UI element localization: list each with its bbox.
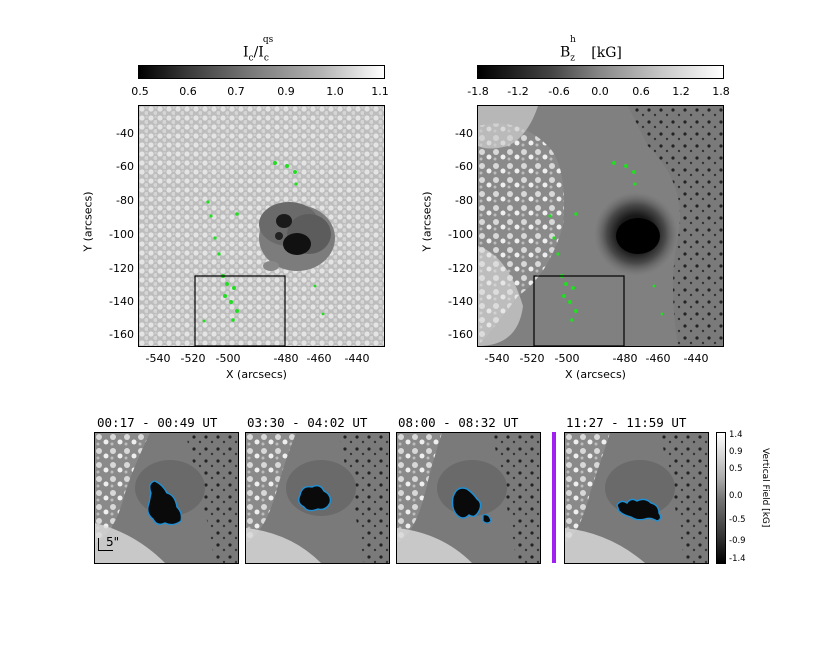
x-axis-label: X (arcsecs) <box>226 368 287 381</box>
cbar-tick: -1.2 <box>507 85 529 98</box>
cbar-tick: 0.7 <box>227 85 245 98</box>
y-tick: -120 <box>448 262 473 275</box>
vertical-field-panel-1 <box>94 432 239 564</box>
x-tick: -500 <box>215 352 241 365</box>
y-tick: -80 <box>116 194 134 207</box>
panel-title: 03:30 - 04:02 UT <box>247 415 368 430</box>
intensity-map <box>138 105 385 347</box>
cbar-tick: 1.2 <box>672 85 690 98</box>
vertical-field-panel-3 <box>396 432 541 564</box>
vbar-tick: 1.4 <box>729 430 743 440</box>
vbar-tick: -1.4 <box>729 554 746 564</box>
cbar-tick: 0.6 <box>632 85 650 98</box>
panel-title: 08:00 - 08:32 UT <box>398 415 519 430</box>
x-tick: -460 <box>645 352 671 365</box>
vertical-field-colorbar-label: Vertical Field [kG] <box>760 448 770 528</box>
cbar-tick: 0.9 <box>277 85 295 98</box>
y-tick: -40 <box>455 127 473 140</box>
cbar-tick: 1.0 <box>326 85 344 98</box>
y-tick: -160 <box>448 328 473 341</box>
x-tick: -460 <box>306 352 332 365</box>
x-tick: -520 <box>519 352 545 365</box>
vertical-field-panel-2 <box>245 432 390 564</box>
x-tick: -500 <box>554 352 580 365</box>
vbar-tick: 0.5 <box>729 464 743 474</box>
cbar-tick: 0.5 <box>131 85 149 98</box>
scale-bar <box>98 538 113 551</box>
y-axis-label: Y (arcsecs) <box>420 191 434 252</box>
x-tick: -440 <box>344 352 370 365</box>
intensity-colorbar <box>138 65 385 79</box>
x-tick: -540 <box>145 352 171 365</box>
y-tick: -140 <box>448 295 473 308</box>
x-axis-label: X (arcsecs) <box>565 368 626 381</box>
cbar-tick: -1.8 <box>467 85 489 98</box>
x-tick: -540 <box>484 352 510 365</box>
x-tick: -480 <box>612 352 638 365</box>
bz-map <box>477 105 724 347</box>
bz-colorbar-title: Bzh [kG] <box>560 35 622 64</box>
y-tick: -100 <box>448 228 473 241</box>
y-axis-label: Y (arcsecs) <box>81 191 95 252</box>
y-tick: -60 <box>116 160 134 173</box>
cbar-tick: 1.8 <box>712 85 730 98</box>
y-tick: -40 <box>116 127 134 140</box>
intensity-colorbar-title: Ic/Icqs <box>243 35 274 64</box>
panel-title: 00:17 - 00:49 UT <box>97 415 218 430</box>
time-separator <box>552 432 556 563</box>
y-tick: -60 <box>455 160 473 173</box>
x-tick: -520 <box>180 352 206 365</box>
x-tick: -480 <box>273 352 299 365</box>
y-tick: -160 <box>109 328 134 341</box>
vertical-field-panel-4 <box>564 432 709 564</box>
y-tick: -140 <box>109 295 134 308</box>
y-tick: -100 <box>109 228 134 241</box>
bz-colorbar <box>477 65 724 79</box>
y-tick: -80 <box>455 194 473 207</box>
cbar-tick: 1.1 <box>371 85 389 98</box>
cbar-tick: 0.6 <box>179 85 197 98</box>
vertical-field-colorbar <box>716 432 726 564</box>
vbar-tick: -0.9 <box>729 536 746 546</box>
cbar-tick: -0.6 <box>548 85 570 98</box>
x-tick: -440 <box>683 352 709 365</box>
scale-bar-label: 5" <box>106 535 120 549</box>
cbar-tick: 0.0 <box>591 85 609 98</box>
vbar-tick: 0.0 <box>729 491 743 501</box>
vbar-tick: 0.9 <box>729 447 743 457</box>
y-tick: -120 <box>109 262 134 275</box>
panel-title: 11:27 - 11:59 UT <box>566 415 687 430</box>
vbar-tick: -0.5 <box>729 515 746 525</box>
